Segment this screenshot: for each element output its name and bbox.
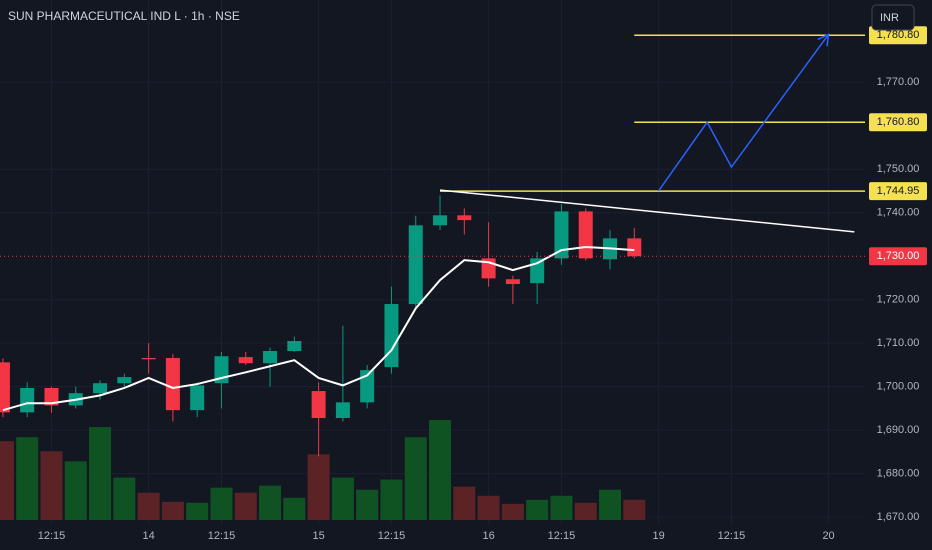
y-tick-label: 1,710.00 — [877, 337, 920, 349]
volume-bar — [356, 489, 379, 520]
y-tick-label: 1,770.00 — [877, 76, 920, 88]
volume-bar — [453, 486, 476, 520]
volume-bar — [501, 503, 524, 520]
level-badge — [869, 113, 927, 132]
x-tick-label: 20 — [822, 530, 834, 542]
candle-body — [93, 383, 108, 394]
x-tick-label: 12:15 — [548, 530, 576, 542]
candle-body — [117, 377, 132, 384]
chart-title: SUN PHARMACEUTICAL IND L · 1h · NSE — [8, 9, 240, 23]
moving-average — [2, 246, 635, 412]
volume-bar — [186, 502, 209, 520]
volume-bar — [259, 485, 282, 520]
volume-bar — [234, 492, 257, 520]
level-badge — [869, 182, 927, 201]
candle-body — [578, 211, 593, 259]
candle-body — [238, 357, 253, 364]
volume-bar — [40, 451, 63, 520]
candle-body — [433, 215, 448, 226]
projection-arrow — [657, 33, 830, 192]
volume-bar — [574, 502, 597, 520]
x-tick-label: 12:15 — [38, 530, 66, 542]
candle-body — [20, 387, 35, 413]
candle-body — [44, 387, 59, 406]
volume-bar — [16, 437, 39, 520]
volume-bar — [550, 495, 573, 520]
candle-body — [263, 351, 278, 364]
x-tick-label: 16 — [482, 530, 494, 542]
volume-bar — [210, 487, 233, 520]
y-tick-label: 1,700.00 — [877, 381, 920, 393]
candle-body — [505, 279, 520, 285]
volume-bar — [283, 497, 306, 520]
level-badge — [869, 26, 927, 45]
y-tick-label: 1,680.00 — [877, 468, 920, 480]
y-tick-label: 1,740.00 — [877, 207, 920, 219]
level-label: 1,760.80 — [877, 116, 920, 128]
volume-bar — [404, 437, 427, 520]
y-tick-label: 1,750.00 — [877, 163, 920, 175]
y-tick-label: 1,670.00 — [877, 511, 920, 523]
volume-bar — [0, 441, 14, 520]
currency-button[interactable] — [871, 4, 915, 31]
candle-body — [287, 341, 302, 352]
volume-bar — [307, 454, 330, 520]
volume-bar — [477, 495, 500, 520]
x-tick-label: 15 — [312, 530, 324, 542]
volume-bar — [599, 489, 622, 520]
y-tick-label: 1,690.00 — [877, 424, 920, 436]
volume-bar — [137, 492, 160, 520]
volume-bar — [380, 479, 403, 520]
volume-bar — [429, 420, 452, 520]
volume-bar — [526, 499, 549, 520]
level-label: 1,744.95 — [877, 185, 920, 197]
candle-body — [165, 357, 180, 411]
candle-body — [384, 304, 399, 368]
volume-bar — [623, 499, 646, 520]
candle-body — [360, 370, 375, 403]
candle-body — [335, 402, 350, 418]
y-tick-label: 1,720.00 — [877, 294, 920, 306]
candle-body — [408, 225, 423, 305]
currency-label[interactable]: INR — [880, 12, 899, 24]
x-tick-label: 19 — [652, 530, 664, 542]
volume-bar — [331, 477, 354, 520]
candle-body — [554, 211, 569, 259]
x-tick-label: 12:15 — [208, 530, 236, 542]
volume-bar — [64, 461, 87, 520]
volume-bar — [89, 427, 112, 520]
x-tick-label: 12:15 — [718, 530, 746, 542]
candle-body — [627, 238, 642, 257]
last-price-label: 1,730.00 — [877, 250, 920, 262]
arrow-head — [817, 33, 830, 47]
last-price-badge — [869, 247, 927, 266]
x-tick-label: 12:15 — [378, 530, 406, 542]
volume-bar — [113, 477, 136, 520]
candle-body — [457, 215, 472, 221]
candle-body — [0, 362, 10, 413]
candle-body — [311, 391, 326, 418]
candle-body — [141, 357, 156, 360]
trend-line — [439, 189, 855, 233]
candle-body — [190, 385, 205, 411]
x-tick-label: 14 — [142, 530, 154, 542]
level-label: 1,780.80 — [877, 29, 920, 41]
volume-bar — [161, 501, 184, 520]
